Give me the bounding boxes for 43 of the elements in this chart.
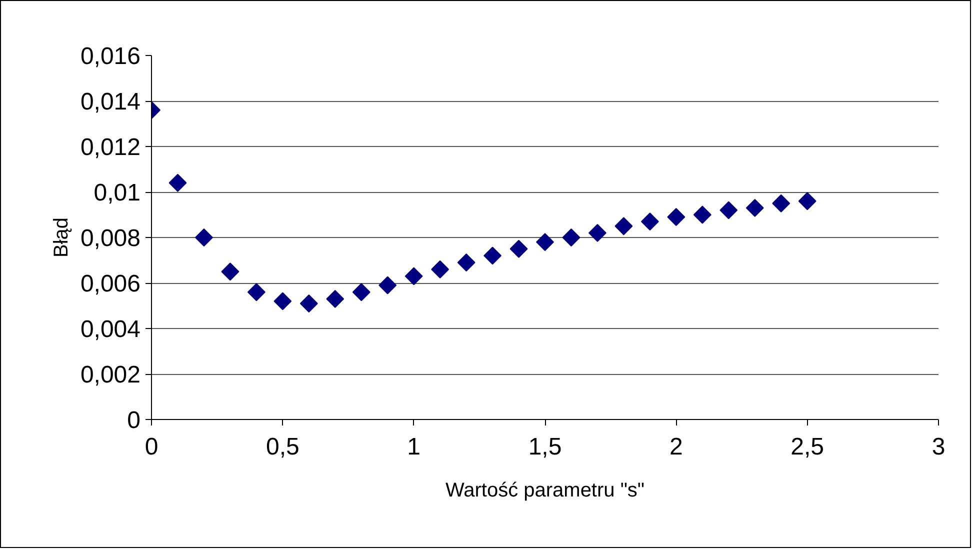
point: [614, 217, 633, 236]
point: [326, 290, 344, 308]
point: [274, 292, 292, 310]
point: [693, 206, 712, 224]
x-axis-title: Wartość parametru "s": [445, 480, 645, 502]
y-tick-label: 0,008: [80, 225, 141, 252]
point: [484, 246, 502, 265]
point: [431, 260, 450, 278]
point: [640, 212, 659, 231]
x-tick-label: 0: [144, 434, 158, 460]
x-tick-label: 0,5: [266, 434, 300, 460]
point: [798, 192, 816, 210]
point: [746, 198, 764, 217]
point: [510, 240, 528, 258]
x-tick-label: 2,5: [790, 434, 824, 460]
x-tick-label: 3: [932, 434, 946, 460]
point: [562, 228, 580, 246]
y-axis-title: Błąd: [50, 217, 72, 258]
point: [457, 254, 476, 272]
x-tick-label: 2: [669, 434, 683, 460]
y-tick-label: 0,012: [80, 134, 141, 161]
x-tick-label: 1: [407, 434, 421, 460]
y-tick-label: 0,016: [80, 43, 141, 70]
point: [378, 276, 397, 294]
point: [588, 224, 606, 242]
point: [247, 283, 266, 302]
point: [300, 294, 318, 312]
point: [772, 194, 790, 212]
point: [168, 174, 187, 192]
y-tick-label: 0,004: [80, 316, 141, 343]
point: [352, 283, 370, 302]
y-tick-label: 0,01: [94, 180, 141, 206]
y-tick-label: 0,002: [80, 362, 141, 388]
point: [221, 262, 240, 281]
point: [536, 233, 554, 252]
point: [194, 228, 213, 246]
x-tick-label: 1,5: [528, 434, 562, 460]
y-tick-label: 0,014: [80, 88, 141, 116]
y-tick-label: 0,006: [80, 270, 141, 298]
point: [404, 267, 423, 286]
point: [667, 208, 686, 226]
point: [720, 201, 738, 220]
y-tick-label: 0: [127, 407, 141, 434]
